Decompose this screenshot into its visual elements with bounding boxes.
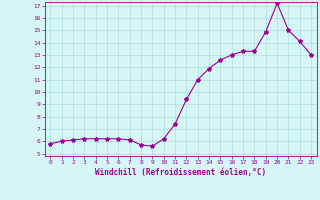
X-axis label: Windchill (Refroidissement éolien,°C): Windchill (Refroidissement éolien,°C) xyxy=(95,168,266,177)
